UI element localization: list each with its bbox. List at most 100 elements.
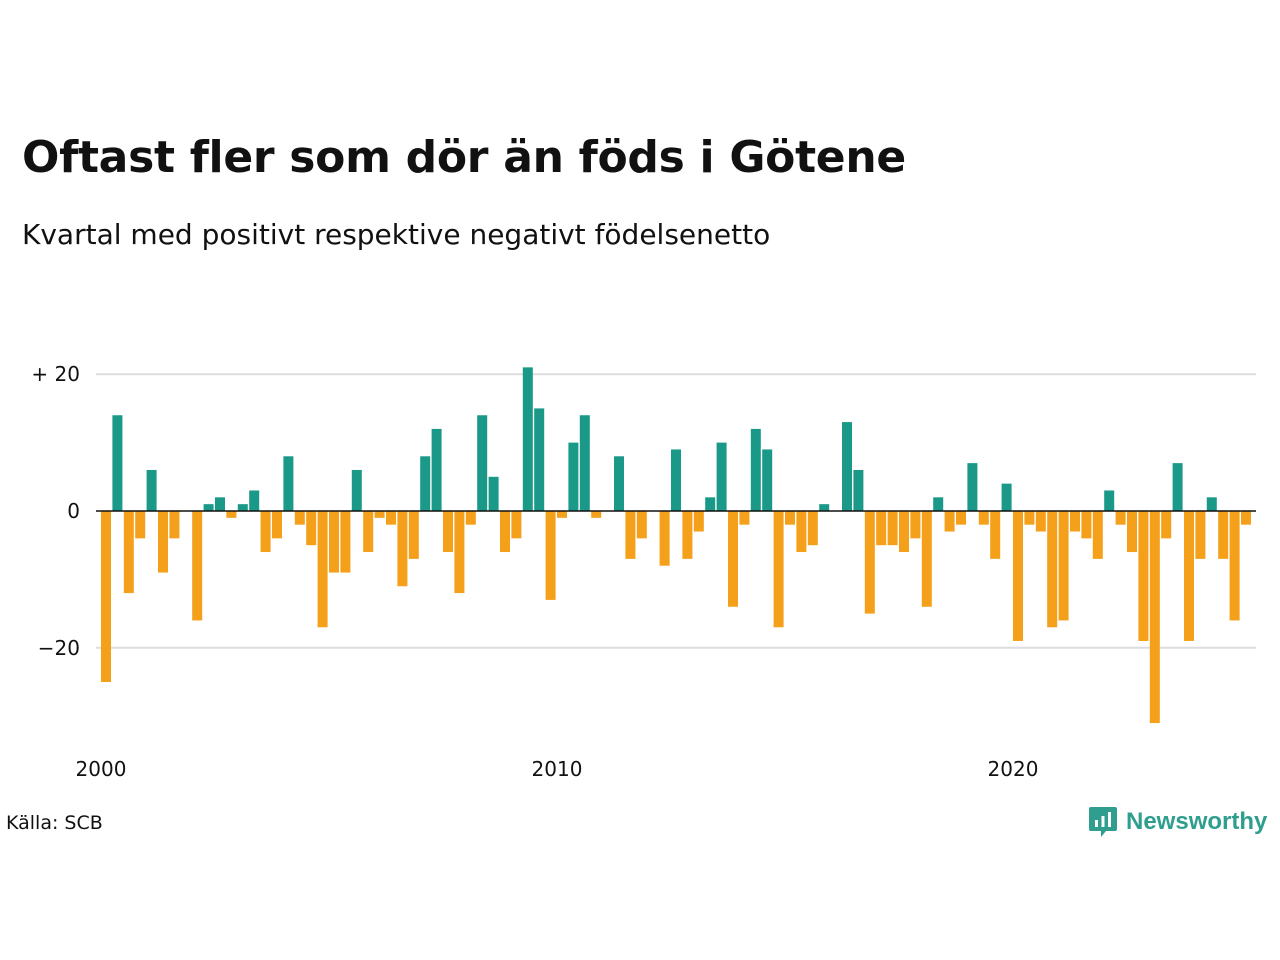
y-tick-label: −20 [38,636,80,660]
bar-negative [1138,511,1149,641]
bar-positive [283,456,294,511]
y-tick-label: 0 [67,499,80,523]
bar-negative [1070,511,1080,532]
bar-negative [1013,511,1023,641]
bar-negative [260,511,271,553]
bar-negative [363,511,374,553]
bar-negative [1195,511,1206,559]
brand-name: Newsworthy [1126,808,1268,835]
brand-logo: Newsworthy [1088,804,1267,840]
bar-negative [226,511,237,518]
bar-negative [1047,511,1058,628]
bar-negative [135,511,146,539]
bar-negative [625,511,636,559]
bar-negative [1081,511,1092,539]
bar-negative [910,511,921,539]
bar-negative [739,511,750,525]
bar-negative [557,511,567,518]
bar-negative [876,511,887,546]
bar-positive [1001,483,1012,511]
labels-layer: + 20 0 −20 2000 2010 2020 [31,362,1256,781]
bar-negative [978,511,989,525]
bar-positive [671,449,681,511]
bar-negative [123,511,134,594]
bar-negative [1229,511,1240,621]
bar-negative [785,511,795,525]
bar-negative [807,511,818,546]
bar-negative [728,511,738,607]
bar-negative [990,511,1001,559]
bar-negative [899,511,909,553]
bar-negative [1127,511,1137,553]
bar-positive [933,497,944,511]
bar-positive [762,449,773,511]
bar-positive [750,428,761,511]
bar-positive [237,504,248,511]
bar-negative [796,511,807,553]
newsworthy-logo-icon [1089,807,1117,837]
bar-negative [659,511,670,566]
grid-layer [96,373,1256,649]
bar-negative [169,511,180,539]
bar-negative [306,511,317,546]
bar-positive [112,415,123,511]
bar-negative [1161,511,1172,539]
chart-subtitle: Kvartal med positivt respektive negativt… [22,218,771,251]
bar-negative [1184,511,1194,641]
bar-negative [374,511,385,518]
bar-negative [1241,511,1251,525]
bar-negative [956,511,966,525]
bar-negative [397,511,408,587]
bar-negative [944,511,955,532]
bar-positive [203,504,214,511]
bar-negative [386,511,396,525]
bar-negative [511,511,522,539]
bar-positive [488,476,499,511]
bar-negative [693,511,704,532]
bar-positive [716,442,727,511]
bar-positive [853,469,864,511]
bar-negative [773,511,784,628]
bar-positive [534,408,545,511]
bar-negative [272,511,282,539]
bar-positive [568,442,579,511]
bar-negative [921,511,932,607]
bar-positive [1206,497,1217,511]
bar-negative [158,511,168,573]
x-tick-label: 2020 [988,757,1039,781]
bar-positive [1172,463,1183,511]
bar-negative [443,511,453,553]
bar-negative [887,511,898,546]
bar-negative [101,511,111,682]
bar-positive [420,456,431,511]
bar-negative [329,511,339,573]
x-tick-label: 2010 [532,757,583,781]
bar-negative [340,511,351,573]
bar-negative [317,511,328,628]
x-tick-label: 2000 [76,757,127,781]
bar-positive [579,415,590,511]
bar-negative [545,511,556,600]
bar-chart: + 20 0 −20 2000 2010 2020 [31,362,1256,781]
bar-positive [967,463,978,511]
bar-positive [146,469,157,511]
bar-negative [465,511,476,525]
bar-positive [705,497,716,511]
bar-negative [1058,511,1069,621]
bar-negative [454,511,465,594]
bar-positive [522,367,533,511]
bar-positive [842,422,852,511]
bar-positive [215,497,225,511]
bar-positive [614,456,624,511]
bar-negative [636,511,647,539]
bar-negative [500,511,510,553]
bar-positive [351,469,362,511]
source-note: Källa: SCB [6,812,103,834]
bar-negative [682,511,693,559]
y-tick-label: + 20 [31,362,80,386]
bar-positive [819,504,830,511]
bar-positive [431,428,442,511]
bar-negative [1024,511,1035,525]
bar-negative [1092,511,1103,559]
bar-negative [408,511,419,559]
